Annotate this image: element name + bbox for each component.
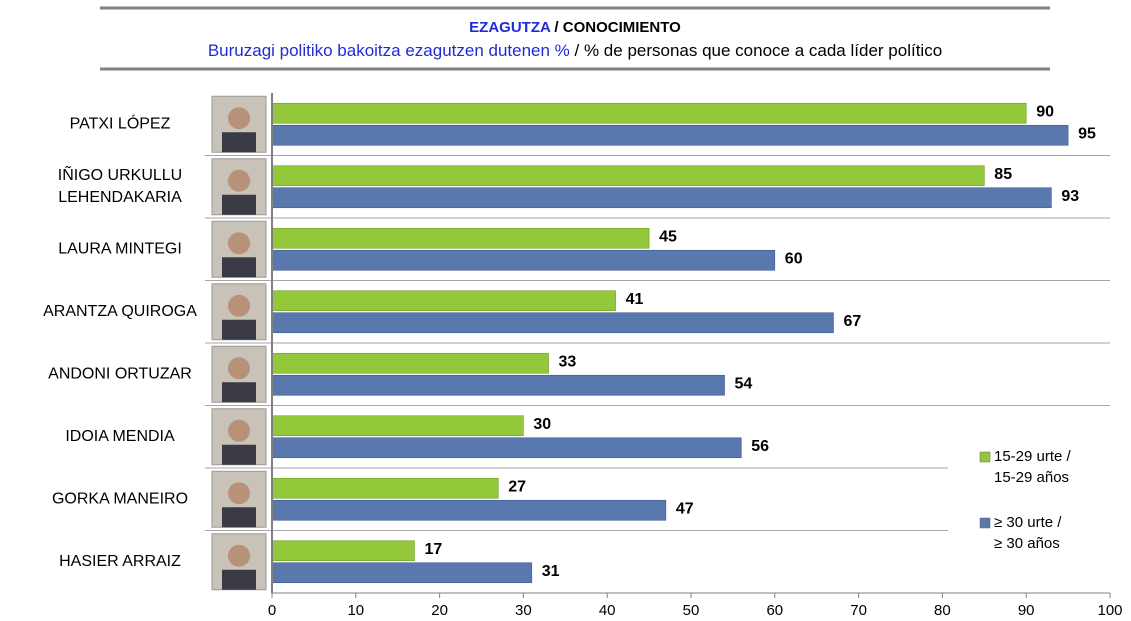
leader-photo-body (222, 194, 256, 215)
bar (271, 124, 1069, 146)
value-label: 47 (676, 500, 694, 517)
leader-photo-face (228, 482, 250, 505)
title-basque: EZAGUTZA (469, 19, 551, 36)
bar (271, 352, 549, 374)
leader-photo-face (228, 357, 250, 380)
leader-photo-body (222, 132, 256, 153)
leader-photo-body (222, 569, 256, 590)
subtitle-basque: Buruzagi politiko bakoitza ezagutzen dut… (208, 41, 570, 60)
leader-photo-body (222, 444, 256, 465)
legend-swatch (979, 451, 991, 463)
x-tick-label: 50 (683, 602, 700, 619)
value-label: 33 (559, 353, 577, 370)
legend-label: ≥ 30 urte / (994, 514, 1062, 531)
leader-photo-face (228, 232, 250, 255)
x-tick-label: 30 (515, 602, 532, 619)
x-tick-label: 10 (347, 602, 364, 619)
value-label: 95 (1078, 125, 1096, 142)
bar (271, 312, 834, 334)
leader-photo-face (228, 544, 250, 567)
legend-label: 15-29 años (994, 469, 1069, 486)
leader-photo-face (228, 419, 250, 442)
y-category-label: LEHENDAKARIA (58, 189, 182, 206)
y-category-label: PATXI LÓPEZ (70, 113, 171, 132)
y-category-label: IDOIA MENDIA (65, 428, 175, 445)
value-label: 30 (533, 416, 551, 433)
y-category-label: LAURA MINTEGI (58, 240, 182, 257)
value-label: 85 (994, 166, 1012, 183)
value-label: 45 (659, 228, 677, 245)
bar (271, 187, 1052, 209)
x-tick-label: 100 (1097, 602, 1122, 619)
x-tick-label: 70 (850, 602, 867, 619)
leader-photo-body (222, 382, 256, 403)
title-spanish: / CONOCIMIENTO (550, 19, 681, 36)
x-tick-label: 60 (766, 602, 783, 619)
legend-label: 15-29 urte / (994, 448, 1072, 465)
bar (271, 415, 524, 437)
y-category-label: HASIER ARRAIZ (59, 553, 181, 570)
leader-photo-body (222, 257, 256, 278)
leader-photo-body (222, 319, 256, 340)
legend-label: ≥ 30 años (994, 535, 1060, 552)
bar (271, 165, 985, 187)
chart-subtitle: Buruzagi politiko bakoitza ezagutzen dut… (208, 41, 942, 60)
leader-photo-face (228, 169, 250, 192)
x-tick-label: 80 (934, 602, 951, 619)
bar (271, 290, 616, 312)
value-label: 60 (785, 250, 803, 267)
x-tick-label: 90 (1018, 602, 1035, 619)
value-label: 93 (1061, 188, 1079, 205)
y-category-label: ARANTZA QUIROGA (43, 303, 197, 320)
leader-photo-face (228, 107, 250, 130)
value-label: 17 (424, 541, 442, 558)
x-tick-label: 0 (268, 602, 276, 619)
value-label: 56 (751, 438, 769, 455)
value-label: 41 (626, 291, 644, 308)
value-label: 90 (1036, 103, 1054, 120)
value-label: 31 (542, 563, 560, 580)
bar (271, 374, 725, 396)
legend-swatch (979, 517, 991, 529)
chart-title: EZAGUTZA / CONOCIMIENTO (469, 19, 681, 36)
bar (271, 477, 499, 499)
bar (271, 227, 650, 249)
y-category-label: ANDONI ORTUZAR (48, 365, 192, 382)
y-category-label: GORKA MANEIRO (52, 490, 188, 507)
value-label: 27 (508, 478, 526, 495)
value-label: 54 (735, 375, 753, 392)
x-tick-label: 40 (599, 602, 616, 619)
bar (271, 437, 742, 459)
x-tick-label: 20 (431, 602, 448, 619)
bar (271, 249, 776, 271)
value-label: 67 (843, 313, 861, 330)
bar (271, 102, 1027, 124)
bar (271, 562, 533, 584)
bar (271, 540, 415, 562)
subtitle-spanish: / % de personas que conoce a cada líder … (570, 41, 942, 60)
y-category-label: IÑIGO URKULLU (58, 164, 182, 184)
leader-photo-face (228, 294, 250, 317)
leader-photo-body (222, 507, 256, 528)
bar (271, 499, 667, 521)
